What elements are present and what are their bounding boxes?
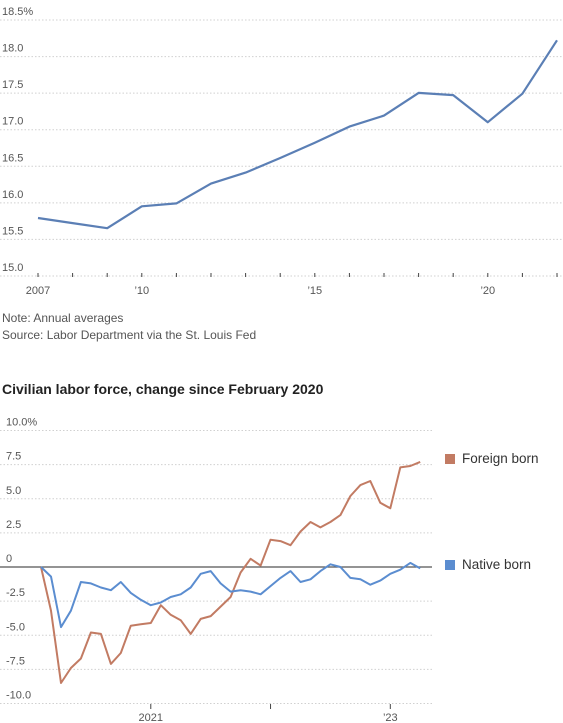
x-tick-label: ’23 — [383, 712, 398, 723]
y-tick-label: 10.0% — [6, 417, 37, 429]
legend-foreign-born: Foreign born — [445, 451, 539, 466]
y-tick-label: 15.0 — [2, 262, 23, 274]
legend-swatch-native — [445, 560, 455, 570]
legend-label-native: Native born — [462, 557, 532, 572]
series-line-foreign-born — [40, 460, 421, 684]
x-tick-label: 2021 — [139, 712, 163, 723]
y-tick-label: 7.5 — [6, 451, 21, 463]
chart-source: Source: Labor Department via the St. Lou… — [2, 328, 257, 342]
x-tick-label: ’15 — [307, 285, 322, 297]
y-tick-label: 18.0 — [2, 43, 23, 55]
legend-swatch-foreign — [445, 454, 455, 464]
x-tick-label: ’20 — [480, 285, 495, 297]
y-tick-label: 18.5% — [2, 6, 33, 18]
y-tick-label: -7.5 — [6, 655, 25, 667]
y-tick-label: 17.5 — [2, 79, 23, 91]
x-tick-label: ’10 — [134, 285, 149, 297]
y-tick-label: 2.5 — [6, 519, 21, 531]
series-line-native-born — [40, 561, 421, 629]
y-tick-label: 5.0 — [6, 485, 21, 497]
y-tick-label: -2.5 — [6, 587, 25, 599]
legend-label-foreign: Foreign born — [462, 451, 539, 466]
series-line — [37, 39, 558, 230]
chart-note: Note: Annual averages — [2, 311, 124, 325]
y-tick-label: 17.0 — [2, 116, 23, 128]
y-tick-label: 0 — [6, 553, 12, 565]
legend-native-born: Native born — [445, 557, 531, 572]
y-tick-label: 16.5 — [2, 152, 23, 164]
chart-title: Civilian labor force, change since Febru… — [2, 381, 324, 397]
y-tick-label: -5.0 — [6, 621, 25, 633]
x-tick-label: 2007 — [26, 285, 50, 297]
y-tick-label: -10.0 — [6, 690, 31, 702]
y-tick-label: 15.5 — [2, 225, 23, 237]
y-tick-label: 16.0 — [2, 189, 23, 201]
